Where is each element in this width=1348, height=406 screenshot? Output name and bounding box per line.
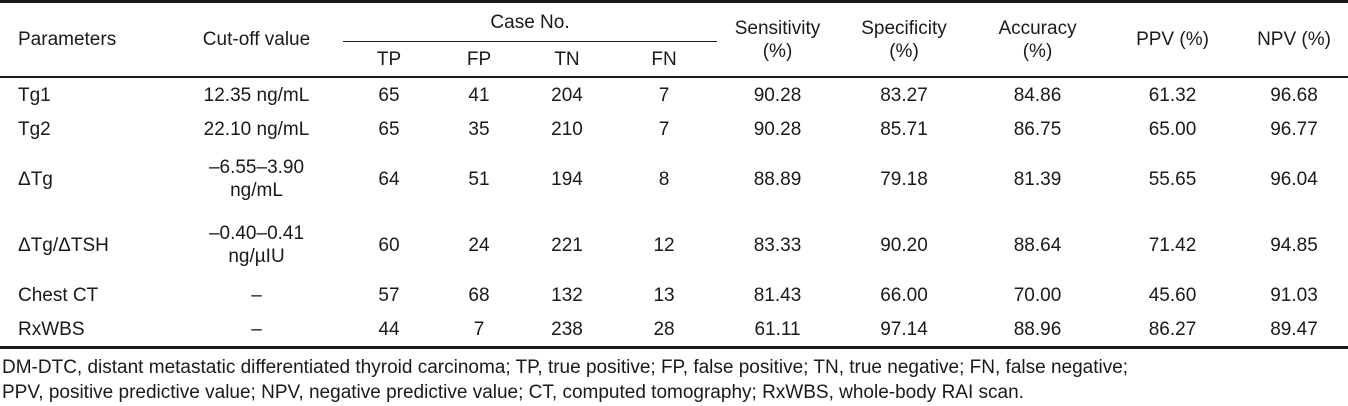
col-header-sensitivity-label: Sensitivity	[734, 17, 821, 39]
cell-accuracy: 81.39	[1013, 168, 1062, 190]
cell-accuracy: 88.96	[970, 312, 1106, 349]
table-body: Tg1 12.35 ng/mL 65 41 204 7 90.28 83.27 …	[0, 77, 1348, 349]
cell-parameter: Tg2	[18, 118, 51, 140]
cell-npv: 96.04	[1270, 168, 1318, 190]
cell-tp: 64	[378, 168, 400, 190]
cell-specificity: 85.71	[880, 118, 928, 140]
footnote-line-2: PPV, positive predictive value; NPV, neg…	[2, 382, 1024, 403]
cell-parameter: ΔTg	[18, 168, 53, 190]
cell-accuracy: 84.86	[1013, 84, 1062, 106]
col-header-case-no-group: Case No.	[343, 1, 718, 42]
cell-tp: 60	[378, 234, 400, 256]
cell-fn: 12	[653, 234, 675, 256]
col-header-tn: TN	[523, 41, 611, 78]
cell-ppv: 45.60	[1148, 284, 1197, 306]
cell-tp: 65	[378, 118, 400, 140]
table-row-delta-tg-delta-tsh: ΔTg/ΔTSH –0.40–0.41 ng/µIU 60 24 221 12 8…	[0, 212, 1348, 278]
cell-sensitivity: 83.33	[753, 234, 802, 256]
footnote-line-1: DM-DTC, distant metastatic differentiate…	[2, 357, 1129, 378]
cell-tn: 204	[551, 84, 583, 106]
cell-fp: 24	[468, 234, 490, 256]
cell-parameter: RxWBS	[0, 312, 170, 349]
cell-accuracy: 86.75	[1013, 118, 1062, 140]
table-header: Parameters Cut-off value Case No. Sensit…	[0, 1, 1348, 78]
cell-fn: 8	[658, 168, 670, 190]
cell-fp: 7	[435, 312, 523, 349]
cell-fn: 7	[658, 84, 670, 106]
cell-parameter: ΔTg/ΔTSH	[18, 234, 109, 256]
cell-tp: 65	[378, 84, 400, 106]
cell-ppv: 61.32	[1148, 84, 1197, 106]
cell-tn: 238	[523, 312, 611, 349]
cell-cutoff: –6.55–3.90 ng/mL	[208, 157, 305, 201]
cell-fn: 13	[653, 284, 675, 306]
cell-cutoff: 22.10 ng/mL	[203, 118, 310, 140]
cell-sensitivity: 90.28	[753, 84, 802, 106]
cell-ppv: 65.00	[1148, 118, 1197, 140]
cell-sensitivity: 61.11	[717, 312, 839, 349]
cell-cutoff: –	[170, 312, 343, 349]
cell-sensitivity: 90.28	[753, 118, 802, 140]
cell-npv: 91.03	[1270, 284, 1318, 306]
col-header-cutoff-value: Cut-off value	[170, 1, 343, 78]
table-row-rxwbs: RxWBS – 44 7 238 28 61.11 97.14 88.96 86…	[0, 312, 1348, 349]
cell-tp: 57	[378, 284, 400, 306]
col-header-accuracy-label: Accuracy	[998, 17, 1077, 39]
cell-tn: 221	[551, 234, 583, 256]
table-row-chest-ct: Chest CT – 57 68 132 13 81.43 66.00 70.0…	[0, 278, 1348, 312]
cell-ppv: 55.65	[1148, 168, 1197, 190]
cell-fp: 68	[468, 284, 490, 306]
cell-specificity: 97.14	[838, 312, 971, 349]
cell-fn: 7	[658, 118, 670, 140]
table-row-delta-tg: ΔTg –6.55–3.90 ng/mL 64 51 194 8 88.89 79…	[0, 146, 1348, 212]
cell-tp: 44	[343, 312, 435, 349]
cell-tn: 210	[551, 118, 583, 140]
cell-parameter: Tg1	[18, 84, 51, 106]
col-header-specificity-label: Specificity	[861, 17, 947, 39]
cell-accuracy: 88.64	[1013, 234, 1062, 256]
cell-fn: 28	[611, 312, 718, 349]
col-header-accuracy: Accuracy (%)	[970, 1, 1106, 78]
cell-specificity: 79.18	[880, 168, 928, 190]
col-header-accuracy-unit: (%)	[1022, 40, 1053, 62]
cell-npv: 96.68	[1270, 84, 1318, 106]
cell-tn: 194	[551, 168, 583, 190]
cell-npv: 89.47	[1240, 312, 1348, 349]
cell-sensitivity: 81.43	[753, 284, 802, 306]
table-row-tg2: Tg2 22.10 ng/mL 65 35 210 7 90.28 85.71 …	[0, 112, 1348, 146]
table-footnote: DM-DTC, distant metastatic differentiate…	[2, 355, 1348, 405]
cell-specificity: 90.20	[880, 234, 928, 256]
cell-cutoff: –	[251, 284, 262, 306]
col-header-sensitivity: Sensitivity (%)	[717, 1, 839, 78]
col-header-specificity: Specificity (%)	[838, 1, 971, 78]
cell-sensitivity: 88.89	[753, 168, 802, 190]
cell-fp: 51	[468, 168, 490, 190]
cell-accuracy: 70.00	[1013, 284, 1062, 306]
diagnostic-performance-table: Parameters Cut-off value Case No. Sensit…	[0, 0, 1348, 349]
col-header-parameters: Parameters	[0, 1, 170, 78]
col-header-fp: FP	[435, 41, 523, 78]
col-header-npv: NPV (%)	[1240, 1, 1348, 78]
cell-specificity: 66.00	[880, 284, 928, 306]
cell-ppv: 86.27	[1105, 312, 1241, 349]
col-header-fn: FN	[611, 41, 718, 78]
cell-ppv: 71.42	[1148, 234, 1197, 256]
cell-specificity: 83.27	[880, 84, 928, 106]
cell-fp: 35	[468, 118, 490, 140]
cell-npv: 96.77	[1270, 118, 1318, 140]
col-header-ppv: PPV (%)	[1105, 1, 1241, 78]
cell-cutoff: –0.40–0.41 ng/µIU	[208, 223, 305, 267]
cell-cutoff: 12.35 ng/mL	[203, 84, 310, 106]
col-header-sensitivity-unit: (%)	[762, 40, 793, 62]
col-header-specificity-unit: (%)	[889, 40, 919, 62]
cell-fp: 41	[468, 84, 490, 106]
col-header-tp: TP	[343, 41, 435, 78]
table-row-tg1: Tg1 12.35 ng/mL 65 41 204 7 90.28 83.27 …	[0, 77, 1348, 112]
cell-parameter: Chest CT	[18, 284, 99, 306]
cell-npv: 94.85	[1270, 234, 1318, 256]
cell-tn: 132	[551, 284, 583, 306]
